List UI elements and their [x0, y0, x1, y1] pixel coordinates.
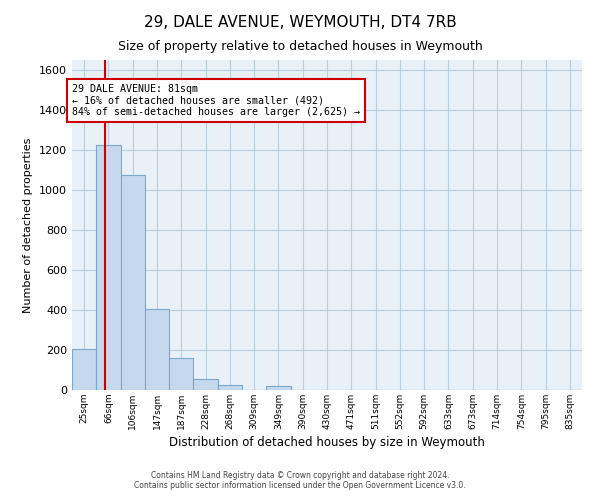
Y-axis label: Number of detached properties: Number of detached properties: [23, 138, 34, 312]
Bar: [218, 385, 242, 390]
X-axis label: Distribution of detached houses by size in Weymouth: Distribution of detached houses by size …: [169, 436, 485, 449]
Bar: [266, 386, 290, 390]
Text: 29 DALE AVENUE: 81sqm
← 16% of detached houses are smaller (492)
84% of semi-det: 29 DALE AVENUE: 81sqm ← 16% of detached …: [73, 84, 361, 117]
Text: 29, DALE AVENUE, WEYMOUTH, DT4 7RB: 29, DALE AVENUE, WEYMOUTH, DT4 7RB: [143, 15, 457, 30]
Text: Contains HM Land Registry data © Crown copyright and database right 2024.
Contai: Contains HM Land Registry data © Crown c…: [134, 470, 466, 490]
Bar: [96, 145, 121, 390]
Text: Size of property relative to detached houses in Weymouth: Size of property relative to detached ho…: [118, 40, 482, 53]
Bar: [169, 358, 193, 390]
Bar: [121, 175, 145, 390]
Bar: [193, 379, 218, 390]
Bar: [145, 309, 169, 390]
Bar: [72, 349, 96, 390]
